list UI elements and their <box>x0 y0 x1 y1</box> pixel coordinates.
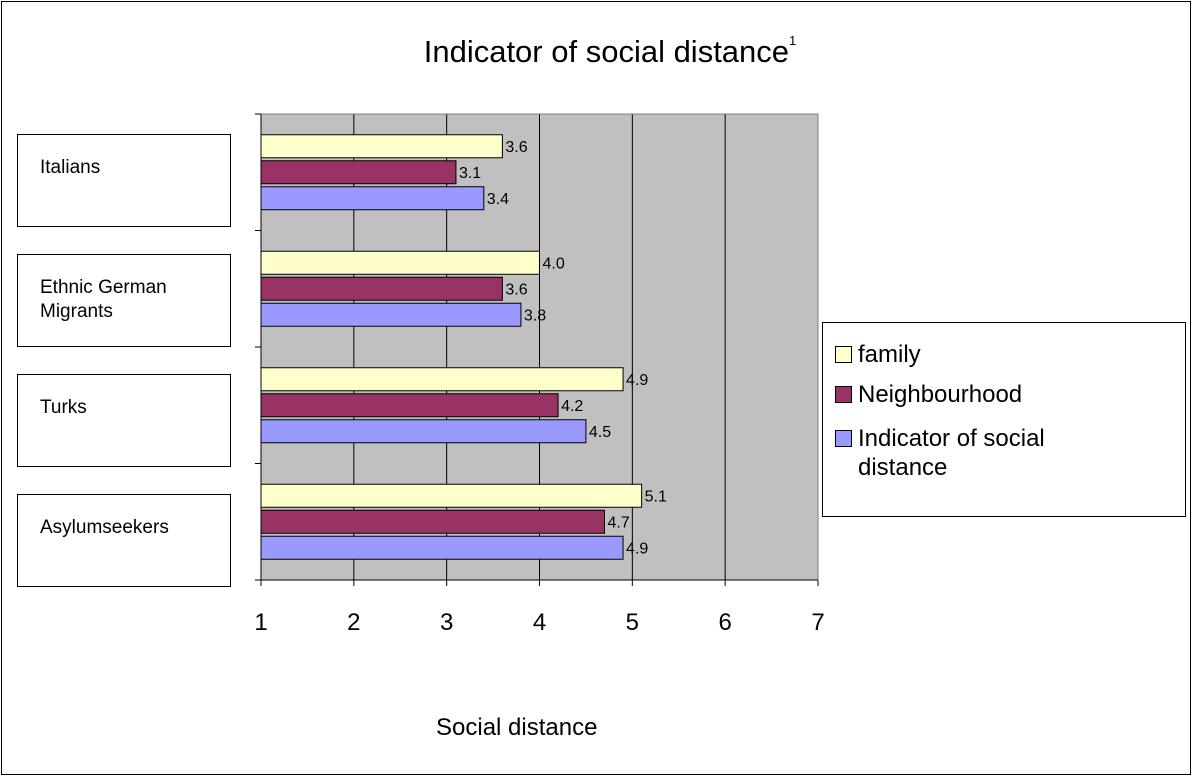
x-tick-label: 1 <box>254 609 267 636</box>
category-label-asylumseekers: Asylumseekers <box>17 494 231 587</box>
bar-family <box>260 483 643 508</box>
bar-neighbourhood <box>260 276 503 301</box>
data-label: 4.2 <box>561 398 583 415</box>
data-label: 3.8 <box>524 307 546 324</box>
data-label: 3.1 <box>459 165 481 182</box>
chart-title: Indicator of social distance1 <box>0 32 1194 70</box>
legend-label-indicator: Indicator of social distance <box>858 424 1045 482</box>
data-label: 4.7 <box>607 514 629 531</box>
x-tick-label: 4 <box>533 609 546 636</box>
data-label: 4.9 <box>626 372 648 389</box>
bar-neighbourhood <box>260 393 559 418</box>
bar-family <box>260 367 624 392</box>
category-label-italians: Italians <box>17 134 231 227</box>
chart-title-text: Indicator of social distance <box>423 34 790 69</box>
x-axis-label: Social distance <box>436 714 598 741</box>
data-label: 4.0 <box>543 255 565 272</box>
legend-label-line: Indicator of social <box>858 425 1045 452</box>
data-label: 4.9 <box>626 540 648 557</box>
legend-label-family: family <box>858 341 921 368</box>
category-label-line: Asylumseekers <box>40 517 169 538</box>
bar-family <box>260 134 503 159</box>
x-tick-label: 2 <box>347 609 360 636</box>
chart-title-footnote: 1 <box>789 32 797 48</box>
legend-item-neighbourhood: Neighbourhood <box>835 380 1022 409</box>
category-label-turks: Turks <box>17 374 231 467</box>
data-label: 3.4 <box>487 191 509 208</box>
legend: family Neighbourhood Indicator of social… <box>822 322 1186 517</box>
legend-swatch-family <box>835 346 852 363</box>
bar-indicator-of-social-distance <box>260 302 522 327</box>
x-tick-label: 3 <box>440 609 453 636</box>
legend-swatch-neighbourhood <box>835 386 852 403</box>
x-tick-label: 7 <box>811 609 824 636</box>
data-label: 3.6 <box>505 139 527 156</box>
category-label-line: Turks <box>40 397 87 418</box>
legend-swatch-indicator <box>835 430 852 447</box>
legend-item-family: family <box>835 340 921 369</box>
category-label-line: Migrants <box>40 301 113 322</box>
bar-indicator-of-social-distance <box>260 535 624 560</box>
category-label-ethnic-german-migrants: Ethnic German Migrants <box>17 254 231 347</box>
category-label-line: Ethnic German <box>40 277 167 298</box>
bar-indicator-of-social-distance <box>260 419 587 444</box>
x-tick-label: 6 <box>718 609 731 636</box>
data-label: 3.6 <box>505 281 527 298</box>
legend-label-neighbourhood: Neighbourhood <box>858 381 1023 408</box>
data-label: 4.5 <box>589 424 611 441</box>
bar-family <box>260 250 540 275</box>
legend-item-indicator: Indicator of social distance <box>835 424 1045 482</box>
data-label: 5.1 <box>645 488 667 505</box>
bar-neighbourhood <box>260 160 457 185</box>
legend-label-line: distance <box>858 454 948 481</box>
x-tick-label: 5 <box>626 609 639 636</box>
category-label-line: Italians <box>40 157 101 178</box>
bar-neighbourhood <box>260 509 605 534</box>
bar-indicator-of-social-distance <box>260 186 485 211</box>
